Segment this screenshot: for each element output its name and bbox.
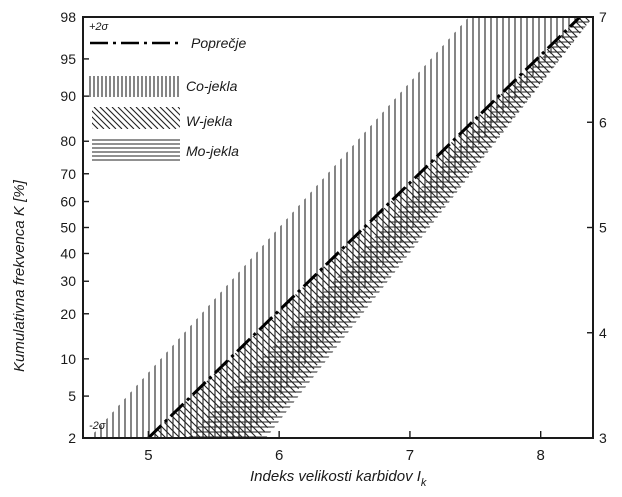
hatch-line-w xyxy=(148,17,314,438)
legend-hatch-w xyxy=(135,107,159,129)
x-tick-label: 7 xyxy=(406,447,414,464)
legend-label-co-jekla: Co-jekla xyxy=(186,78,238,94)
hatch-line-w xyxy=(148,17,321,438)
left-y-axis: 2 5 10 20 30 40 50 60 70 80 90 95 98 xyxy=(60,9,89,446)
hatch-line-w xyxy=(606,17,622,438)
y-left-tick-label: 2 xyxy=(68,430,76,446)
legend-hatch-w xyxy=(92,110,111,129)
hatch-line-w xyxy=(458,17,593,438)
hatch-line-w xyxy=(148,17,300,438)
legend-hatch-w xyxy=(92,122,99,129)
annotation-lower-2sigma: -2σ xyxy=(89,420,106,432)
hatch-line-w xyxy=(148,17,209,438)
legend-hatch-w xyxy=(171,107,180,116)
y-left-tick-label: 50 xyxy=(60,220,76,236)
y-left-tick-label: 10 xyxy=(60,351,76,367)
mean-line-layer xyxy=(147,17,581,438)
hatch-line-w xyxy=(325,17,593,438)
hatch-line-w xyxy=(549,17,593,438)
y-right-tick-label: 4 xyxy=(599,325,607,341)
legend-label-poprecje: Poprečje xyxy=(191,35,246,51)
x-tick-label: 8 xyxy=(537,447,545,464)
y-left-tick-label: 60 xyxy=(60,194,76,210)
annotation-upper-2sigma: +2σ xyxy=(89,21,109,33)
hatch-line-w xyxy=(437,17,593,438)
y-right-tick-label: 6 xyxy=(599,114,607,130)
hatch-line-w xyxy=(521,17,593,438)
y-left-tick-label: 40 xyxy=(60,245,76,261)
legend-hatch-w xyxy=(129,107,153,129)
hatch-line-w xyxy=(570,17,593,438)
mean-line-poprecje xyxy=(147,17,581,438)
legend-hatch-w xyxy=(93,107,117,129)
y-left-tick-label: 90 xyxy=(60,88,76,104)
y-axis-title: Kumulativna frekvenca K [%] xyxy=(11,179,28,372)
hatch-line-w xyxy=(148,17,202,438)
hatch-line-w xyxy=(444,17,593,438)
x-tick-label: 5 xyxy=(144,447,152,464)
legend-label-w-jekla: W-jekla xyxy=(186,113,233,129)
hatch-line-w xyxy=(613,17,622,438)
y-left-tick-label: 95 xyxy=(60,51,76,67)
hatch-line-w xyxy=(591,17,593,438)
y-left-tick-label: 5 xyxy=(68,388,76,404)
legend-hatch-w xyxy=(141,107,165,129)
y-left-tick-label: 70 xyxy=(60,166,76,182)
hatch-line-w xyxy=(535,17,593,438)
y-left-tick-label: 98 xyxy=(60,9,76,25)
y-right-tick-label: 5 xyxy=(599,220,607,236)
legend-hatch-w xyxy=(99,107,123,129)
hatch-line-w xyxy=(148,17,349,438)
legend-hatch-w xyxy=(165,107,180,122)
hatch-line-w xyxy=(148,17,335,438)
hatch-line-w xyxy=(542,17,593,438)
legend-hatch-w xyxy=(111,107,135,129)
hatch-line-w xyxy=(0,17,61,438)
x-axis-title: Indeks velikosti karbidov Ik xyxy=(250,468,427,489)
right-y-axis: 3 4 5 6 7 xyxy=(587,9,607,446)
legend-hatch-w xyxy=(105,107,129,129)
legend-hatch-w xyxy=(153,107,177,129)
hatch-line-w xyxy=(148,17,342,438)
legend-hatch-w xyxy=(117,107,141,129)
y-left-tick-label: 20 xyxy=(60,306,76,322)
legend-swatch-w-jekla xyxy=(92,107,180,129)
legend-swatch-mo-jekla xyxy=(92,139,180,161)
legend-label-mo-jekla: Mo-jekla xyxy=(186,143,239,159)
x-axis: 5 6 7 8 xyxy=(144,431,545,464)
x-tick-label: 6 xyxy=(275,447,283,464)
legend-hatch-w xyxy=(92,128,93,129)
legend-hatch-w xyxy=(159,107,180,128)
hatch-line-w xyxy=(148,17,524,438)
legend-hatch-w xyxy=(147,107,171,129)
hatch-line-w xyxy=(148,17,307,438)
y-right-tick-label: 3 xyxy=(599,430,607,446)
hatch-line-w xyxy=(451,17,593,438)
legend-hatch-w xyxy=(123,107,147,129)
hatch-line-w xyxy=(148,17,216,438)
legend: Poprečje Co-jekla W-jekla Mo-jekla xyxy=(89,35,246,161)
y-left-tick-label: 30 xyxy=(60,273,76,289)
y-right-tick-label: 7 xyxy=(599,9,607,25)
hatch-line-w xyxy=(148,17,328,438)
hatch-line-w xyxy=(148,17,356,438)
y-left-tick-label: 80 xyxy=(60,133,76,149)
legend-swatch-co-jekla xyxy=(89,76,179,97)
legend-hatch-w xyxy=(92,116,105,129)
band-layer xyxy=(0,17,622,438)
hatch-line-w xyxy=(148,17,195,438)
hatch-line-w xyxy=(148,17,363,438)
hatch-line-w xyxy=(332,17,593,438)
